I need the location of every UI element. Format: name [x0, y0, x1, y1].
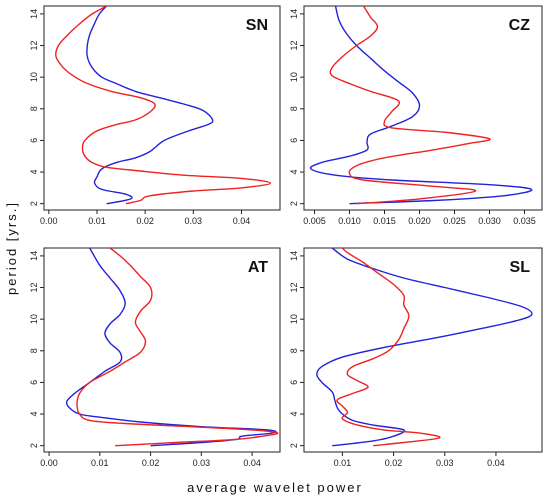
x-tick-label: 0.02: [136, 216, 154, 226]
x-tick-label: 0.01: [88, 216, 106, 226]
x-tick-label: 0.03: [185, 216, 203, 226]
series-line-red: [336, 248, 441, 447]
panel-frame: [43, 5, 281, 211]
x-tick-label: 0.015: [373, 216, 396, 226]
x-tick-label: 0.00: [40, 458, 58, 468]
y-tick-label: 6: [29, 380, 39, 385]
series-line-red: [76, 248, 279, 447]
panel-label: CZ: [509, 17, 531, 34]
y-tick-label: 10: [289, 314, 299, 324]
y-tick-label: 10: [29, 72, 39, 82]
y-tick-label: 14: [29, 9, 39, 19]
panel-frame: [303, 247, 543, 453]
y-tick-label: 2: [29, 443, 39, 448]
y-tick-label: 8: [29, 106, 39, 111]
y-tick-label: 10: [289, 72, 299, 82]
y-tick-label: 2: [289, 201, 299, 206]
series-line-blue: [65, 248, 277, 447]
y-tick-label: 6: [289, 138, 299, 143]
x-tick-label: 0.030: [478, 216, 501, 226]
y-tick-label: 4: [289, 170, 299, 175]
x-tick-label: 0.04: [487, 458, 505, 468]
y-tick-label: 14: [289, 9, 299, 19]
x-tick-label: 0.020: [408, 216, 431, 226]
x-tick-label: 0.005: [303, 216, 326, 226]
panel-sl: 0.01 0.02 0.03 0.04 2 4 6 8 10 12 14 SL: [289, 247, 543, 468]
y-tick-label: 6: [29, 138, 39, 143]
panel-cz: 0.005 0.010 0.015 0.020 0.025 0.030 0.035 2 4 6 8 1…: [289, 5, 543, 226]
y-tick-label: 8: [29, 348, 39, 353]
panel-sn: 0.00 0.01 0.02 0.03 0.04 2 4 6 8 10 12 14 SN: [29, 5, 281, 226]
panel-at: 0.00 0.01 0.02 0.03 0.04 2 4 6 8 10 12 14 AT: [29, 247, 281, 468]
y-axis-label: period [yrs.]: [4, 201, 19, 295]
panel-label: SL: [510, 259, 531, 276]
series-line-red: [55, 6, 272, 205]
y-tick-label: 14: [289, 251, 299, 261]
x-tick-label: 0.025: [443, 216, 466, 226]
panel-frame: [303, 5, 543, 211]
x-tick-label: 0.035: [513, 216, 536, 226]
y-tick-label: 6: [289, 380, 299, 385]
y-tick-label: 12: [289, 283, 299, 293]
x-tick-label: 0.02: [142, 458, 160, 468]
series-line-red: [329, 6, 491, 205]
x-tick-label: 0.03: [436, 458, 454, 468]
x-tick-label: 0.03: [193, 458, 211, 468]
panel-label: AT: [248, 259, 268, 276]
panel-frame: [43, 247, 281, 453]
x-tick-label: 0.02: [385, 458, 403, 468]
series-line-blue: [86, 6, 214, 205]
y-tick-label: 12: [29, 283, 39, 293]
y-tick-label: 14: [29, 251, 39, 261]
y-tick-label: 4: [289, 412, 299, 417]
x-axis-label: average wavelet power: [187, 480, 363, 495]
panel-label: SN: [246, 17, 268, 34]
y-tick-label: 12: [29, 41, 39, 51]
y-tick-label: 10: [29, 314, 39, 324]
series-line-blue: [309, 6, 533, 205]
x-tick-label: 0.01: [334, 458, 352, 468]
x-tick-label: 0.01: [91, 458, 109, 468]
y-tick-label: 8: [289, 106, 299, 111]
x-tick-label: 0.04: [243, 458, 261, 468]
x-tick-label: 0.04: [233, 216, 251, 226]
y-tick-label: 12: [289, 41, 299, 51]
x-tick-label: 0.010: [338, 216, 361, 226]
series-line-blue: [316, 248, 533, 447]
y-tick-label: 4: [29, 170, 39, 175]
y-tick-label: 2: [289, 443, 299, 448]
y-tick-label: 8: [289, 348, 299, 353]
y-tick-label: 2: [29, 201, 39, 206]
x-tick-label: 0.00: [40, 216, 58, 226]
y-tick-label: 4: [29, 412, 39, 417]
